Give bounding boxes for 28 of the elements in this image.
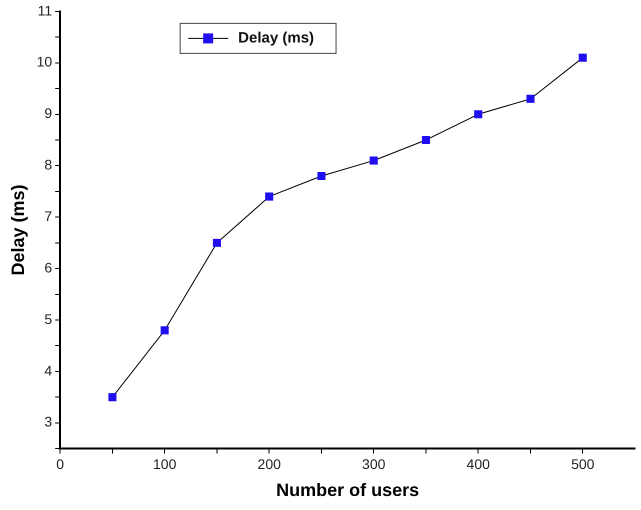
point (578, 54, 587, 62)
x-axis-title: Number of users (276, 480, 420, 500)
point (370, 156, 378, 165)
x-tick-label: 300 (362, 456, 386, 472)
x-tick-label: 400 (466, 456, 490, 472)
y-tick-label: 7 (44, 208, 52, 224)
point (474, 110, 482, 118)
y-tick-label: 9 (44, 105, 52, 122)
y-tick-label: 10 (36, 54, 52, 70)
x-tick-label: 500 (571, 456, 595, 472)
point (422, 136, 430, 144)
y-tick-label: 11 (38, 2, 52, 18)
y-tick-label: 6 (44, 259, 52, 276)
x-tick-label: 100 (153, 456, 177, 472)
y-tick-label: 3 (44, 414, 52, 430)
point (317, 172, 326, 180)
x-tick-label: 0 (56, 456, 64, 472)
point (526, 94, 535, 103)
y-tick-label: 5 (44, 310, 52, 327)
point (160, 326, 169, 334)
y-axis-title: Delay (ms) (8, 184, 28, 276)
y-tick-label: 8 (44, 156, 52, 173)
point (212, 238, 221, 247)
legend-label: Delay (ms) (238, 30, 314, 47)
y-tick-label: 4 (44, 362, 52, 378)
point (265, 192, 274, 201)
x-tick-label: 200 (258, 456, 282, 472)
point (108, 393, 116, 402)
